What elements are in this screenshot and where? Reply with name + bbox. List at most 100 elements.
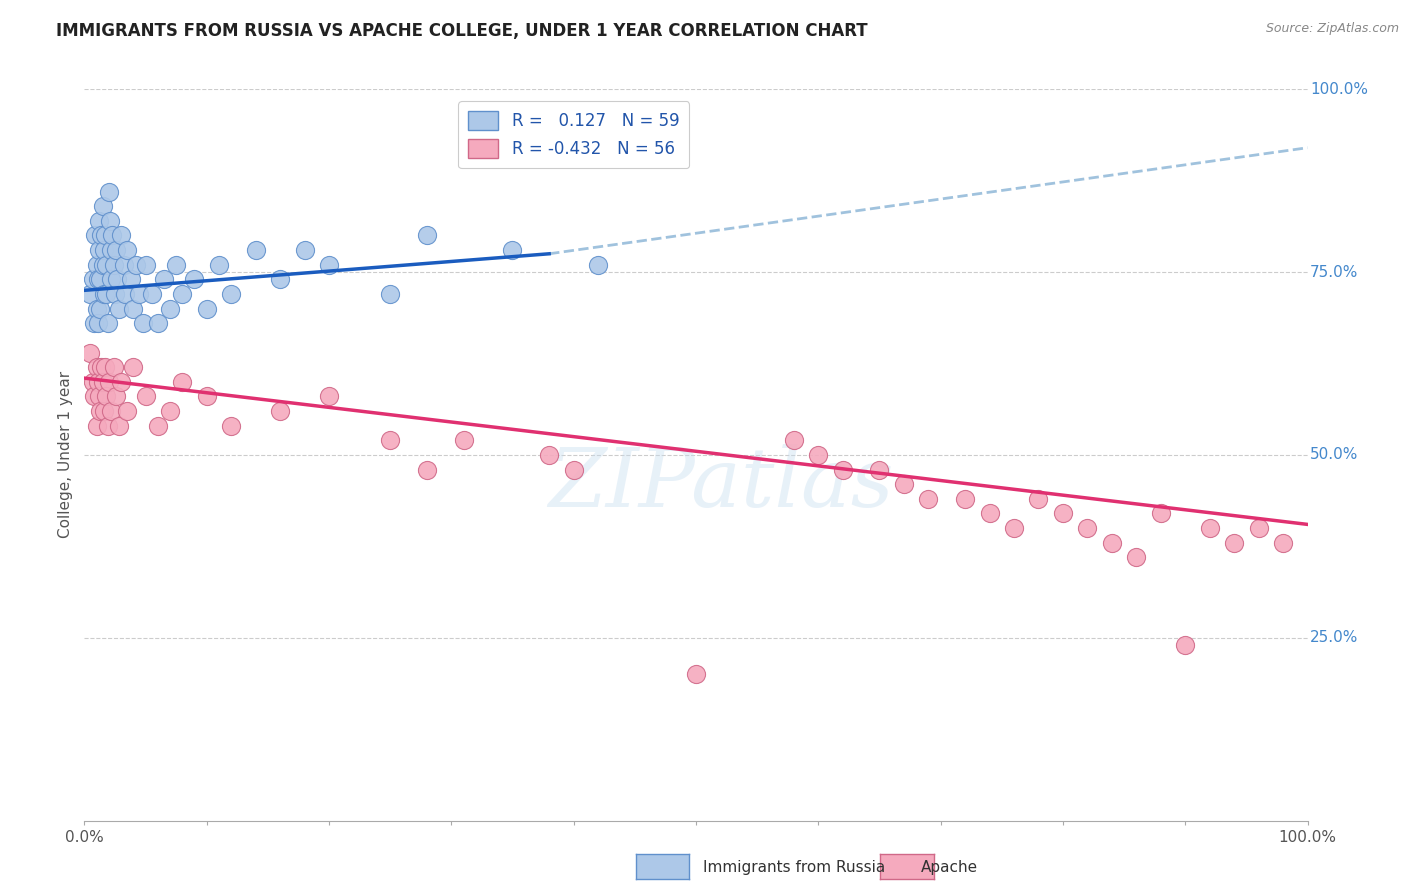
- Point: [979, 507, 1001, 521]
- Point: [1272, 535, 1295, 549]
- Point: [87, 375, 110, 389]
- Point: [87, 272, 110, 286]
- Point: [86, 301, 108, 316]
- Point: [122, 360, 145, 375]
- Point: [115, 404, 138, 418]
- Point: [1101, 535, 1123, 549]
- Point: [87, 316, 110, 330]
- Point: [101, 228, 124, 243]
- Point: [416, 462, 439, 476]
- Point: [869, 462, 891, 476]
- Point: [1247, 521, 1270, 535]
- Text: Immigrants from Russia: Immigrants from Russia: [703, 860, 886, 874]
- Text: Apache: Apache: [921, 860, 979, 874]
- Point: [100, 404, 122, 418]
- Text: 100.0%: 100.0%: [1310, 82, 1368, 96]
- Point: [318, 389, 340, 403]
- Point: [165, 258, 187, 272]
- Point: [97, 418, 120, 433]
- Point: [94, 228, 117, 243]
- Point: [538, 448, 561, 462]
- Point: [1223, 535, 1246, 549]
- Point: [1076, 521, 1098, 535]
- Point: [219, 418, 242, 433]
- Point: [114, 287, 136, 301]
- Point: [90, 228, 112, 243]
- Point: [501, 243, 523, 257]
- Point: [86, 418, 108, 433]
- Point: [1198, 521, 1220, 535]
- Point: [269, 272, 291, 286]
- Point: [893, 477, 915, 491]
- Point: [93, 243, 115, 257]
- Point: [1150, 507, 1173, 521]
- Text: 50.0%: 50.0%: [1310, 448, 1358, 462]
- Point: [104, 287, 127, 301]
- Point: [82, 272, 104, 286]
- Point: [84, 228, 107, 243]
- Point: [380, 434, 402, 448]
- Point: [115, 243, 138, 257]
- Point: [1052, 507, 1074, 521]
- Point: [917, 491, 939, 506]
- Point: [89, 404, 111, 418]
- Point: [87, 243, 110, 257]
- Point: [807, 448, 830, 462]
- Point: [831, 462, 853, 476]
- Point: [105, 243, 128, 257]
- Point: [783, 434, 806, 448]
- Point: [416, 228, 439, 243]
- Point: [380, 287, 402, 301]
- Point: [100, 243, 122, 257]
- Point: [219, 287, 242, 301]
- Point: [93, 287, 115, 301]
- Point: [103, 360, 125, 375]
- Point: [79, 287, 101, 301]
- Point: [110, 375, 132, 389]
- Point: [120, 272, 142, 286]
- Point: [183, 272, 205, 286]
- Y-axis label: College, Under 1 year: College, Under 1 year: [58, 371, 73, 539]
- Point: [208, 258, 231, 272]
- Point: [953, 491, 976, 506]
- Point: [87, 214, 110, 228]
- Point: [86, 258, 108, 272]
- Point: [91, 375, 114, 389]
- Text: 25.0%: 25.0%: [1310, 631, 1358, 645]
- Point: [172, 375, 194, 389]
- Point: [135, 389, 157, 403]
- Point: [79, 345, 101, 359]
- Point: [97, 375, 120, 389]
- Point: [294, 243, 316, 257]
- Point: [1125, 550, 1147, 565]
- Point: [100, 272, 122, 286]
- Point: [269, 404, 291, 418]
- Point: [89, 301, 111, 316]
- Point: [98, 214, 121, 228]
- Point: [112, 258, 135, 272]
- Point: [172, 287, 194, 301]
- Point: [86, 360, 108, 375]
- Point: [195, 389, 218, 403]
- Point: [685, 667, 707, 681]
- Point: [110, 228, 132, 243]
- Point: [82, 375, 104, 389]
- Point: [96, 389, 118, 403]
- Point: [83, 389, 105, 403]
- Point: [91, 258, 114, 272]
- Point: [89, 272, 111, 286]
- Point: [1002, 521, 1025, 535]
- Point: [97, 316, 120, 330]
- Point: [87, 389, 110, 403]
- Text: Source: ZipAtlas.com: Source: ZipAtlas.com: [1265, 22, 1399, 36]
- Point: [94, 360, 117, 375]
- Point: [103, 258, 125, 272]
- Point: [90, 360, 112, 375]
- Point: [128, 287, 150, 301]
- Point: [159, 404, 181, 418]
- Point: [122, 301, 145, 316]
- Legend: R =   0.127   N = 59, R = -0.432   N = 56: R = 0.127 N = 59, R = -0.432 N = 56: [458, 101, 689, 168]
- Point: [195, 301, 218, 316]
- Text: ZIPatlas: ZIPatlas: [548, 444, 893, 524]
- Point: [105, 272, 128, 286]
